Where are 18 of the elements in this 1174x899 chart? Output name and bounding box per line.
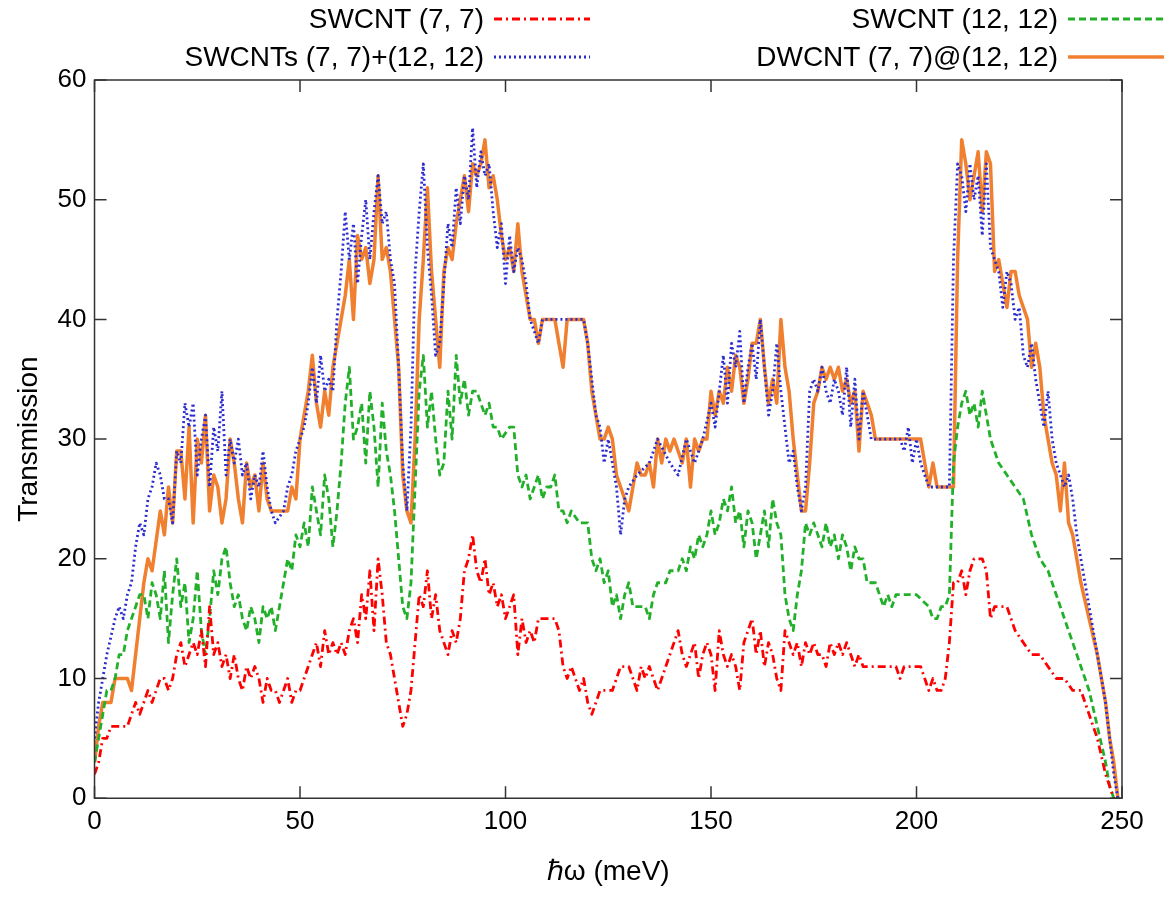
x-tick-label: 50 (285, 804, 315, 835)
y-tick-label: 0 (72, 781, 87, 812)
x-tick-label: 200 (894, 804, 939, 835)
x-tick-label: 100 (483, 804, 528, 835)
y-tick-label: 50 (57, 182, 87, 213)
legend-label: SWCNT (12, 12) (850, 3, 1058, 35)
y-axis-title: Transmission (11, 356, 43, 522)
x-axis-title: ℏω (meV) (546, 854, 670, 886)
y-tick-label: 60 (57, 63, 87, 94)
legend-label: SWCNT (7, 7) (307, 3, 484, 35)
y-tick-label: 10 (57, 661, 87, 692)
y-tick-label: 30 (57, 422, 87, 453)
x-tick-label: 250 (1100, 804, 1144, 835)
legend-label: DWCNT (7, 7)@(12, 12) (755, 41, 1058, 73)
x-tick-label: 150 (689, 804, 733, 835)
y-tick-label: 20 (57, 541, 87, 572)
legend-label: SWCNTs (7, 7)+(12, 12) (183, 41, 484, 73)
y-tick-label: 40 (57, 302, 87, 333)
